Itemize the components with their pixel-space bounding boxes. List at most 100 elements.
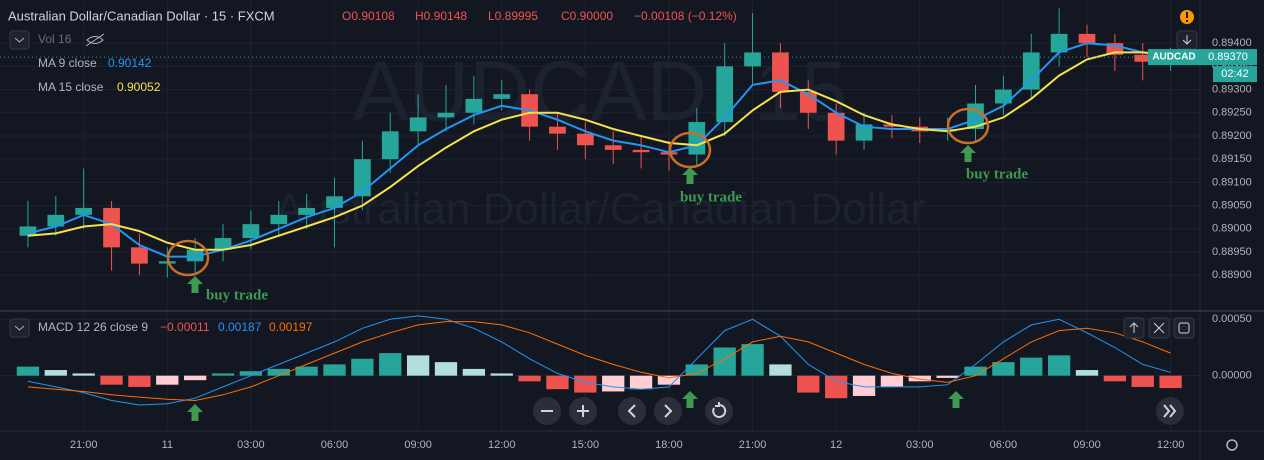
- macd-histogram-bar: [1020, 357, 1043, 376]
- candle-body: [437, 112, 455, 118]
- macd-histogram-bar: [184, 375, 207, 381]
- candle-body: [883, 124, 901, 127]
- x-tick-label: 12: [830, 439, 842, 451]
- macd-title: MACD 12 26 close 9: [38, 320, 148, 334]
- end-icon: [1163, 404, 1177, 418]
- x-tick-label: 12:00: [488, 439, 516, 451]
- macd-histogram-bar: [406, 355, 430, 376]
- macd-histogram-bar: [267, 368, 290, 376]
- price-label: 0.89370: [1208, 51, 1248, 63]
- x-tick-label: 12:00: [1157, 439, 1185, 451]
- candle-body: [1050, 33, 1068, 53]
- close-icon: [1153, 322, 1165, 334]
- candle-body: [186, 249, 204, 262]
- macd-histogram-bar: [462, 368, 486, 376]
- macd-histogram-bar: [574, 375, 597, 393]
- open-label: O0.90108: [342, 9, 395, 23]
- warning-dot: [1186, 20, 1188, 22]
- hide-icon[interactable]: [85, 33, 105, 47]
- macd-histogram-bar: [685, 364, 708, 376]
- macd-collapse-button[interactable]: [9, 318, 30, 338]
- macd-histogram-bar: [379, 353, 402, 376]
- y-tick-label: 0.88950: [1212, 246, 1252, 258]
- macd-histogram-bar: [769, 364, 792, 376]
- x-tick-label: 11: [162, 439, 173, 451]
- warning-mark: [1186, 12, 1188, 18]
- left-icon: [627, 404, 636, 418]
- macd-histogram-bar: [100, 375, 123, 385]
- candle-body: [75, 207, 93, 215]
- high-label: H0.90148: [415, 9, 467, 23]
- macd-line-value: 0.00187: [218, 320, 262, 334]
- maximize-icon: [1178, 322, 1190, 334]
- y-tick-label: 0.89300: [1212, 83, 1252, 95]
- candle-body: [493, 94, 511, 99]
- x-tick-label: 21:00: [70, 439, 98, 451]
- moving-average-line: [27, 51, 1171, 251]
- macd-histogram-bar: [72, 373, 95, 376]
- macd-histogram-bar: [211, 373, 235, 376]
- maximize-button[interactable]: [1173, 317, 1195, 339]
- macd-histogram-bar: [908, 375, 931, 382]
- collapse-button[interactable]: [9, 30, 30, 50]
- candle-body: [131, 247, 148, 264]
- macd-histogram-bar: [741, 344, 764, 376]
- macd-histogram-bar: [629, 375, 653, 390]
- chevron-icon: [14, 37, 25, 43]
- candle-body: [298, 207, 315, 215]
- close-label: C0.90000: [561, 9, 613, 23]
- down-arrow-icon: [1182, 35, 1192, 45]
- macd-line: [27, 315, 1171, 406]
- macd-histogram-bar: [964, 366, 987, 376]
- candle-body: [660, 152, 678, 155]
- macd-histogram-bar: [992, 362, 1015, 376]
- macd-histogram-bar: [797, 375, 820, 393]
- scroll-right-button[interactable]: [654, 397, 682, 425]
- change-label: −0.00108 (−0.12%): [634, 9, 737, 23]
- macd-histogram-bar: [128, 375, 151, 387]
- candle-body: [716, 66, 734, 123]
- candle-body: [326, 196, 343, 208]
- candle-body: [1078, 33, 1096, 44]
- highlight-circle: [166, 239, 210, 277]
- macd-tick-label: 0.00050: [1212, 313, 1252, 325]
- buy-arrow: [682, 167, 698, 184]
- x-tick-label: 06:00: [990, 439, 1018, 451]
- y-tick-label: 0.88900: [1212, 269, 1252, 281]
- macd-histogram-bar: [546, 375, 569, 390]
- volume-label: Vol 16: [38, 32, 72, 46]
- buy-arrow: [682, 391, 698, 408]
- macd-tick-label: 0.00000: [1212, 370, 1252, 382]
- candle-body: [381, 131, 399, 160]
- legend-label: MA 9 close: [38, 56, 97, 70]
- macd-signal-value: 0.00197: [269, 320, 313, 334]
- macd-histogram-value: −0.00011: [160, 320, 210, 334]
- countdown-label: 02:42: [1221, 68, 1249, 80]
- macd-histogram-bar: [434, 362, 458, 376]
- candle-body: [270, 214, 288, 225]
- candle-body: [604, 145, 622, 150]
- macd-histogram-bar: [323, 364, 346, 376]
- macd-histogram-bar: [825, 375, 848, 399]
- y-tick-label: 0.89050: [1212, 199, 1252, 211]
- candle-body: [1022, 52, 1040, 90]
- x-tick-label: 15:00: [572, 439, 600, 451]
- chevron-icon: [14, 325, 25, 331]
- y-tick-label: 0.89400: [1212, 37, 1252, 49]
- candle-body: [409, 117, 427, 132]
- candle-body: [855, 124, 873, 141]
- candle-body: [47, 214, 65, 227]
- watermark: AUDCAD, 15 Australian Dollar/Canadian Do…: [275, 44, 926, 233]
- low-label: L0.89995: [488, 9, 538, 23]
- annotation-label: buy trade: [206, 287, 268, 303]
- symbol-label: AUDCAD: [1152, 52, 1195, 63]
- candle-body: [744, 52, 761, 67]
- candle-body: [242, 224, 260, 239]
- macd-histogram-bar: [490, 373, 513, 376]
- annotation-label: buy trade: [966, 166, 1028, 182]
- candle-body: [827, 112, 845, 141]
- reset-icon: [712, 402, 727, 418]
- scroll-left-button[interactable]: [618, 397, 646, 425]
- settings-icon[interactable]: [1226, 439, 1238, 451]
- reset-button[interactable]: [705, 397, 733, 425]
